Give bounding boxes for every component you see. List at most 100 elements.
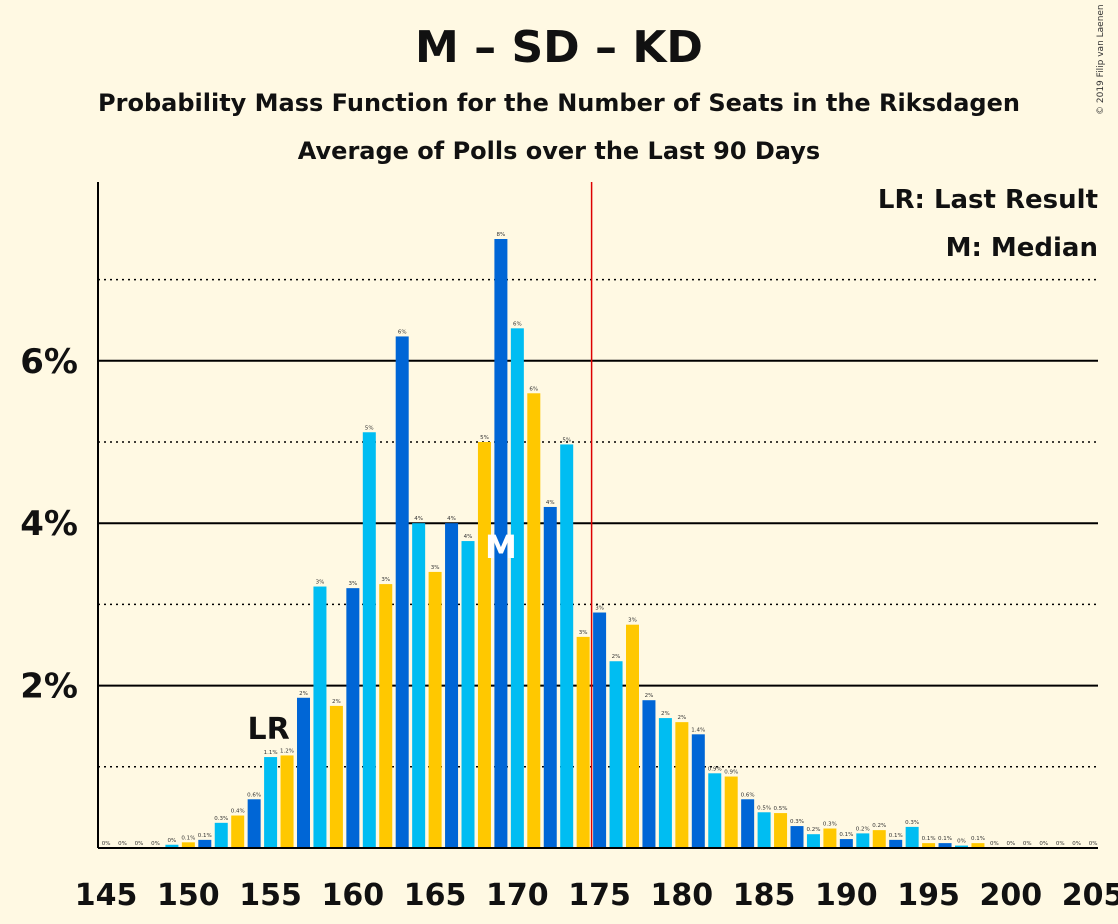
bar-label: 3%	[579, 630, 588, 636]
x-tick-label: 190	[815, 878, 878, 913]
bar-seat-188	[806, 834, 820, 848]
bar-seat-186	[774, 813, 788, 848]
bar-seat-190	[839, 839, 853, 848]
bar-seat-158	[313, 586, 327, 848]
bar-seat-193	[889, 839, 903, 848]
bar-label: 0%	[118, 841, 127, 847]
bar-label: 0%	[135, 841, 144, 847]
bar-seat-153	[231, 815, 245, 848]
bar-label: 0.2%	[872, 823, 886, 829]
bar-seat-170	[510, 328, 524, 848]
x-tick-label: 180	[651, 878, 714, 913]
bar-label: 0.9%	[724, 770, 738, 776]
last-result-marker: LR	[247, 712, 289, 747]
y-tick-label: 6%	[20, 342, 78, 382]
bar-seat-171	[527, 393, 541, 848]
y-tick-label: 4%	[20, 504, 78, 544]
bar-label: 0.2%	[856, 826, 870, 832]
bar-seat-179	[658, 718, 672, 848]
bar-seat-164	[412, 523, 426, 848]
x-tick-label: 175	[568, 878, 631, 913]
bar-label: 0.1%	[181, 835, 195, 841]
bar-seat-189	[823, 828, 837, 848]
bar-label: 6%	[529, 386, 538, 392]
bar-label: 3%	[431, 565, 440, 571]
x-tick-label: 150	[157, 878, 220, 913]
bar-label: 0.1%	[922, 836, 936, 842]
bar-seat-178	[642, 700, 656, 848]
bar-label: 0.1%	[889, 833, 903, 839]
bar-label: 2%	[645, 693, 654, 699]
bar-seat-160	[346, 588, 360, 848]
bar-seat-197	[955, 845, 968, 848]
bar-seat-159	[329, 705, 343, 848]
bar-seat-152	[214, 822, 228, 848]
x-tick-label: 200	[980, 878, 1043, 913]
axes-group: 2% 4% 6% 145 150 155 160 165 170 175 180 185 190 195 2…	[20, 182, 1118, 913]
bar-seat-155	[264, 757, 278, 848]
bar-seat-166	[445, 523, 459, 848]
bar-seat-154	[247, 799, 261, 848]
bar-seat-194	[905, 826, 919, 848]
bar-label: 2%	[299, 691, 308, 697]
bar-seat-175	[593, 612, 607, 848]
bar-label: 0%	[1039, 841, 1048, 847]
bar-seat-176	[609, 661, 623, 848]
bar-label: 2%	[612, 654, 621, 660]
bar-label: 5%	[562, 437, 571, 443]
bar-seat-184	[741, 799, 755, 848]
bar-label: 0.9%	[708, 766, 722, 772]
annotations-group: LR M	[247, 182, 593, 848]
bar-label: 6%	[513, 321, 522, 327]
bar-label: 0.6%	[741, 792, 755, 798]
bar-label: 0.5%	[774, 806, 788, 812]
bar-label: 2%	[661, 711, 670, 717]
bar-label: 0%	[957, 839, 966, 845]
bar-label: 0%	[1023, 841, 1032, 847]
legend-median: M: Median	[945, 233, 1098, 263]
bar-seat-180	[675, 722, 689, 848]
bar-seat-182	[708, 773, 722, 848]
bar-label: 0.4%	[231, 809, 245, 815]
x-tick-label: 160	[322, 878, 385, 913]
bar-labels-group: 0% 0% 0% 0%0% 0.1% 0.1%0.3%0.4%0.6%1.1% 1.2%2%…	[102, 232, 1098, 847]
bar-seat-195	[922, 843, 936, 848]
bars-group	[165, 239, 985, 848]
bar-seat-192	[872, 830, 886, 848]
x-tick-label: 155	[239, 878, 302, 913]
x-tick-label: 195	[897, 878, 960, 913]
bar-label: 0%	[1089, 841, 1098, 847]
bar-seat-161	[362, 432, 376, 848]
bar-label: 0.1%	[938, 836, 952, 842]
bar-label: 0.2%	[806, 827, 820, 833]
bar-label: 0.3%	[790, 819, 804, 825]
bar-label: 3%	[595, 606, 604, 612]
bar-label: 1.2%	[280, 748, 294, 754]
bar-seat-173	[560, 444, 574, 848]
bar-seat-196	[938, 843, 952, 848]
bar-seat-151	[198, 839, 212, 848]
chart-title: M – SD – KD	[415, 22, 703, 73]
bar-label: 0.3%	[905, 820, 919, 826]
bar-label: 5%	[365, 425, 374, 431]
x-tick-label: 165	[404, 878, 467, 913]
chart-subtitle-2: Average of Polls over the Last 90 Days	[297, 137, 821, 165]
x-tick-label: 185	[733, 878, 796, 913]
bar-label: 5%	[480, 435, 489, 441]
bar-seat-183	[724, 776, 738, 848]
bar-label: 4%	[414, 516, 423, 522]
bar-label: 0.1%	[971, 836, 985, 842]
bar-label: 0%	[990, 841, 999, 847]
bar-label: 3%	[628, 618, 637, 624]
legend-last-result: LR: Last Result	[877, 185, 1098, 215]
bar-label: 3%	[348, 581, 357, 587]
bar-seat-156	[280, 755, 294, 848]
bar-label: 6%	[398, 329, 407, 335]
bar-seat-167	[461, 541, 475, 848]
bar-seat-162	[379, 584, 393, 848]
bar-seat-177	[626, 624, 639, 848]
bar-label: 0%	[102, 841, 111, 847]
bar-label: 1.1%	[264, 750, 278, 756]
bar-label: 4%	[464, 534, 473, 540]
